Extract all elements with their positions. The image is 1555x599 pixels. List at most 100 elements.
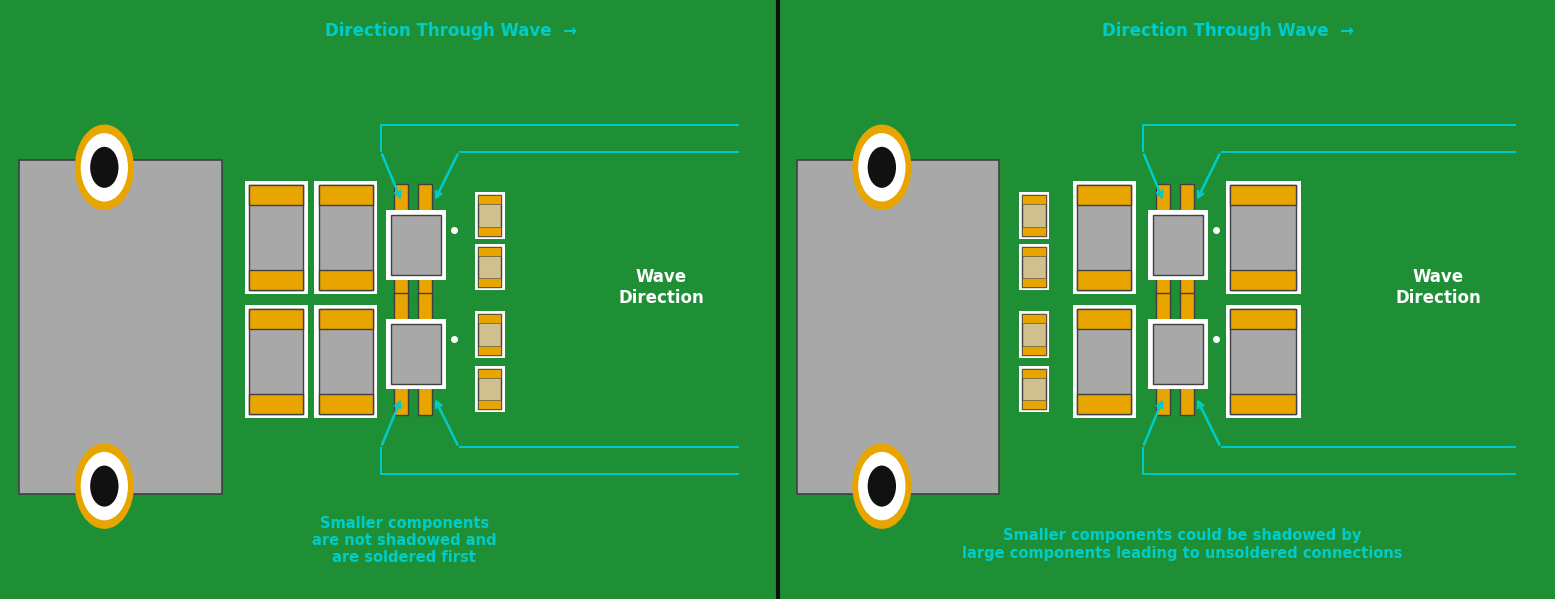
Bar (1230, 270, 1297, 290)
Bar (1078, 185, 1132, 290)
Bar (479, 195, 501, 204)
Bar (390, 215, 442, 276)
Bar (1180, 276, 1194, 305)
Bar (1078, 309, 1132, 414)
Bar (1078, 270, 1132, 290)
Text: Smaller components
are not shadowed and
are soldered first: Smaller components are not shadowed and … (313, 516, 496, 565)
Bar (319, 185, 373, 205)
Bar (479, 278, 501, 287)
Bar (249, 309, 303, 329)
Bar (1230, 185, 1297, 205)
Bar (1148, 210, 1208, 280)
Bar (249, 185, 303, 290)
Bar (249, 270, 303, 290)
Bar (1023, 346, 1045, 355)
Ellipse shape (852, 125, 911, 210)
Text: Direction Through Wave  →: Direction Through Wave → (325, 22, 577, 40)
Bar (314, 305, 378, 419)
Bar (479, 400, 501, 409)
Bar (1155, 184, 1169, 215)
Bar (476, 192, 504, 239)
Bar (418, 276, 432, 305)
Bar (1023, 369, 1045, 409)
Bar (249, 309, 303, 414)
Bar (393, 276, 407, 305)
Bar (476, 244, 504, 290)
Bar (319, 309, 373, 414)
Bar (393, 384, 407, 415)
Bar (319, 270, 373, 290)
Bar (1227, 180, 1302, 294)
Bar (1023, 400, 1045, 409)
Bar (479, 369, 501, 377)
Bar (19, 159, 222, 494)
Bar (1227, 305, 1302, 419)
Bar (1155, 384, 1169, 415)
Bar (1020, 365, 1050, 412)
Bar (479, 346, 501, 355)
Text: Smaller components could be shadowed by
large components leading to unsoldered c: Smaller components could be shadowed by … (961, 528, 1403, 561)
Bar (1152, 215, 1204, 276)
Bar (1152, 323, 1204, 384)
Bar (479, 314, 501, 323)
Bar (319, 185, 373, 290)
Ellipse shape (868, 147, 896, 188)
Bar (1180, 294, 1194, 323)
Ellipse shape (75, 125, 134, 210)
Bar (386, 319, 446, 389)
Bar (1078, 185, 1132, 205)
Ellipse shape (81, 452, 128, 521)
Bar (1078, 309, 1132, 329)
Bar (479, 369, 501, 409)
Bar (249, 185, 303, 205)
Bar (1023, 227, 1045, 236)
Bar (1023, 314, 1045, 323)
Bar (1180, 184, 1194, 215)
Bar (476, 311, 504, 358)
Bar (1023, 195, 1045, 204)
Bar (1023, 314, 1045, 355)
Bar (244, 305, 308, 419)
Ellipse shape (868, 465, 896, 507)
Bar (319, 394, 373, 414)
Bar (1023, 195, 1045, 236)
Bar (244, 180, 308, 294)
Bar (1230, 309, 1297, 414)
Bar (1020, 192, 1050, 239)
Bar (418, 384, 432, 415)
Bar (390, 323, 442, 384)
Bar (1023, 247, 1045, 287)
Bar (393, 294, 407, 323)
Bar (1155, 294, 1169, 323)
Bar (249, 394, 303, 414)
Bar (418, 294, 432, 323)
Ellipse shape (852, 443, 911, 529)
Ellipse shape (90, 147, 118, 188)
Bar (1230, 394, 1297, 414)
Bar (1078, 394, 1132, 414)
Text: Direction Through Wave  →: Direction Through Wave → (1102, 22, 1354, 40)
Bar (1023, 247, 1045, 256)
Bar (418, 184, 432, 215)
Bar (314, 180, 378, 294)
Bar (479, 227, 501, 236)
Ellipse shape (858, 133, 905, 201)
Bar (1023, 369, 1045, 377)
Bar (1073, 180, 1135, 294)
Bar (1155, 276, 1169, 305)
Text: Wave
Direction: Wave Direction (617, 268, 704, 307)
Bar (1020, 311, 1050, 358)
Ellipse shape (90, 465, 118, 507)
Bar (479, 314, 501, 355)
Ellipse shape (75, 443, 134, 529)
Ellipse shape (858, 452, 905, 521)
Bar (386, 210, 446, 280)
Bar (1020, 244, 1050, 290)
Bar (479, 247, 501, 287)
Bar (798, 159, 998, 494)
Bar (1023, 278, 1045, 287)
Bar (319, 309, 373, 329)
Bar (1073, 305, 1135, 419)
Bar (1148, 319, 1208, 389)
Bar (1180, 384, 1194, 415)
